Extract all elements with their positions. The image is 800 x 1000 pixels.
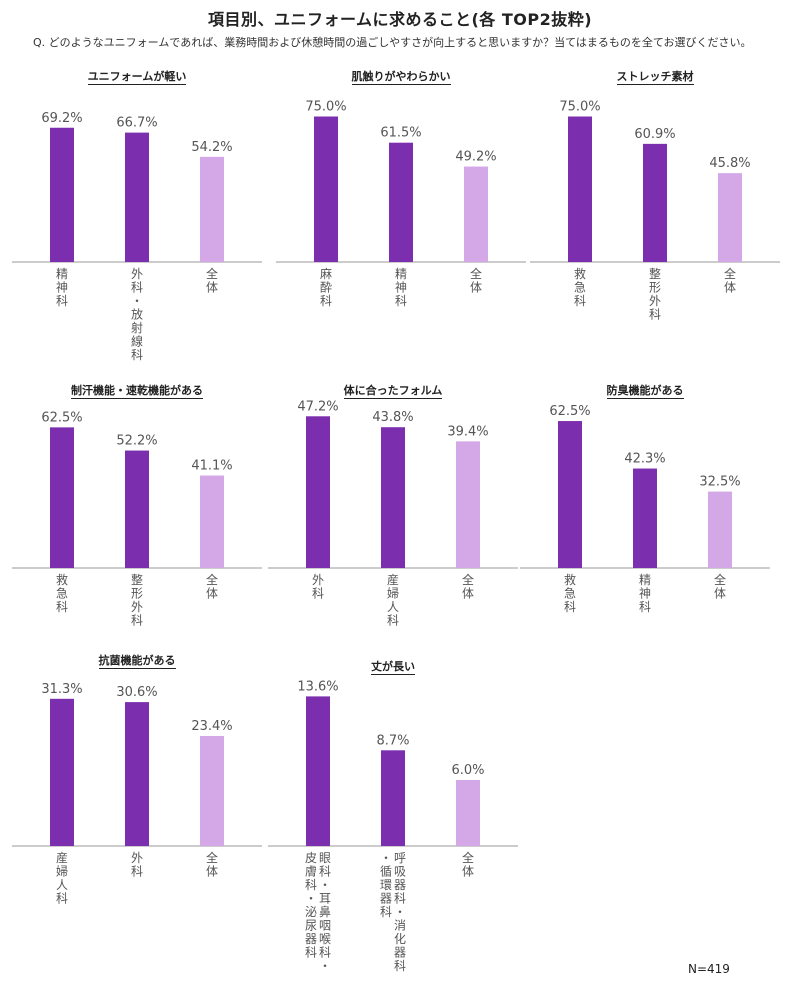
data-label: 43.8%	[372, 410, 413, 425]
chart-panel-soft-touch: 肌触りがやわらかい 75.0% 麻酔科 61.5% 精神科 49.2% 全体	[276, 68, 526, 398]
data-label: 62.5%	[549, 404, 590, 419]
data-label: 75.0%	[559, 100, 600, 115]
category-label: 整形外科	[131, 572, 143, 628]
category-label: 全体	[206, 266, 218, 295]
category-label: 呼吸器科・消化器科・循環器科	[380, 851, 406, 973]
chart-panel-antibacterial: 抗菌機能がある 31.3% 産婦人科 30.6% 外科 23.4% 全体	[12, 652, 262, 982]
chart-panel-long-length: 丈が長い 13.6% 眼科・耳鼻咽喉科・皮膚科・泌尿器科 8.7% 呼吸器科・消化器科…	[268, 658, 518, 988]
category-label: 救急科	[564, 572, 576, 614]
bar	[381, 427, 405, 568]
bar	[708, 491, 732, 568]
bar	[125, 132, 149, 262]
data-label: 23.4%	[191, 719, 232, 734]
bar	[306, 696, 330, 846]
category-label: 産婦人科	[56, 850, 68, 906]
category-label: 産婦人科	[387, 572, 399, 628]
bar	[125, 702, 149, 846]
bar-chart: 47.2% 外科 43.8% 産婦人科 39.4% 全体	[268, 399, 518, 628]
chart-panel-deodorant: 防臭機能がある 62.5% 救急科 42.3% 精神科 32.5% 全体	[520, 382, 770, 712]
bar	[456, 780, 480, 846]
data-label: 6.0%	[451, 763, 484, 778]
data-label: 31.3%	[41, 682, 82, 697]
data-label: 47.2%	[297, 399, 338, 414]
chart-panel-antiperspirant: 制汗機能・速乾機能がある 62.5% 救急科 52.2% 整形外科 41.1% 全体	[12, 382, 262, 712]
data-label: 54.2%	[191, 140, 232, 155]
panel-title: 丈が長い	[371, 660, 415, 675]
category-label: 麻酔科	[320, 266, 332, 308]
data-label: 75.0%	[305, 100, 346, 115]
bar	[125, 450, 149, 568]
category-label: 全体	[462, 850, 474, 879]
bar	[718, 173, 742, 262]
category-label: 全体	[206, 572, 218, 601]
panel-title: 体に合ったフォルム	[343, 384, 443, 399]
chart-panel-body-fit: 体に合ったフォルム 47.2% 外科 43.8% 産婦人科 39.4% 全体	[268, 382, 518, 712]
sample-size-note: N=419	[688, 962, 730, 976]
category-label: 全体	[462, 572, 474, 601]
data-label: 39.4%	[447, 424, 488, 439]
bar	[200, 156, 224, 262]
category-label: 眼科・耳鼻咽喉科・皮膚科・泌尿器科	[305, 851, 331, 973]
category-label: 精神科	[56, 267, 68, 308]
category-label: 外科	[312, 573, 324, 601]
category-label: 全体	[724, 266, 736, 295]
bar	[381, 750, 405, 846]
data-label: 61.5%	[380, 126, 421, 141]
category-label: 全体	[470, 266, 482, 295]
data-label: 42.3%	[624, 452, 665, 467]
bar-chart: 75.0% 救急科 60.9% 整形外科 45.8% 全体	[530, 100, 780, 322]
bar	[50, 127, 74, 262]
bar-chart: 62.5% 救急科 42.3% 精神科 32.5% 全体	[520, 404, 770, 614]
panel-title: ストレッチ素材	[616, 70, 694, 85]
bar	[50, 698, 74, 846]
data-label: 66.7%	[116, 116, 157, 131]
category-label: 外科・放射線科	[131, 267, 143, 362]
category-label: 救急科	[574, 266, 586, 308]
bar	[568, 116, 592, 262]
chart-panel-stretch-material: ストレッチ素材 75.0% 救急科 60.9% 整形外科 45.8% 全体	[530, 68, 780, 398]
bar-chart: 13.6% 眼科・耳鼻咽喉科・皮膚科・泌尿器科 8.7% 呼吸器科・消化器科・循環器科…	[268, 679, 518, 973]
bar	[456, 441, 480, 568]
category-label: 精神科	[639, 573, 651, 614]
bar	[200, 735, 224, 846]
data-label: 8.7%	[376, 733, 409, 748]
data-label: 52.2%	[116, 434, 157, 449]
category-label: 全体	[206, 850, 218, 879]
data-label: 32.5%	[699, 475, 740, 490]
data-label: 49.2%	[455, 150, 496, 165]
bar	[643, 143, 667, 262]
bar	[200, 475, 224, 568]
bar	[306, 416, 330, 568]
category-label: 救急科	[56, 572, 68, 614]
category-label: 全体	[714, 572, 726, 601]
data-label: 30.6%	[116, 685, 157, 700]
bar-chart: 62.5% 救急科 52.2% 整形外科 41.1% 全体	[12, 410, 262, 628]
bar	[50, 427, 74, 568]
bar	[464, 166, 488, 262]
page-title: 項目別、ユニフォームに求めること(各 TOP2抜粋)	[207, 10, 593, 29]
panel-title: 制汗機能・速乾機能がある	[71, 384, 203, 399]
category-label: 外科	[131, 851, 143, 879]
data-label: 62.5%	[41, 410, 82, 425]
bar-chart: 75.0% 麻酔科 61.5% 精神科 49.2% 全体	[276, 100, 526, 308]
bar-chart: 31.3% 産婦人科 30.6% 外科 23.4% 全体	[12, 682, 262, 906]
bar	[314, 116, 338, 262]
panel-title: 防臭機能がある	[606, 384, 684, 399]
survey-question: Q. どのようなユニフォームであれば、業務時間および休憩時間の過ごしやすさが向上…	[33, 36, 752, 49]
category-label: 精神科	[395, 267, 407, 308]
data-label: 41.1%	[191, 459, 232, 474]
data-label: 69.2%	[41, 111, 82, 126]
bar	[558, 421, 582, 568]
data-label: 45.8%	[709, 156, 750, 171]
panel-title: 抗菌機能がある	[98, 654, 176, 669]
panel-title: ユニフォームが軽い	[87, 70, 187, 85]
bar-chart: 69.2% 精神科 66.7% 外科・放射線科 54.2% 全体	[12, 111, 262, 362]
bar	[389, 142, 413, 262]
data-label: 13.6%	[297, 679, 338, 694]
panel-title: 肌触りがやわらかい	[351, 70, 451, 85]
category-label: 整形外科	[649, 266, 661, 322]
data-label: 60.9%	[634, 127, 675, 142]
chart-panel-light-weight: ユニフォームが軽い 69.2% 精神科 66.7% 外科・放射線科 54.2% 全体	[12, 68, 262, 398]
bar	[633, 468, 657, 568]
